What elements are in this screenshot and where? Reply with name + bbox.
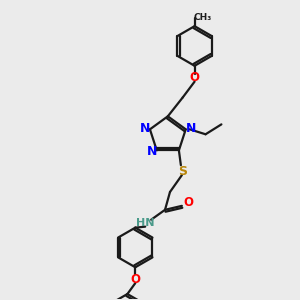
Text: O: O	[130, 273, 140, 286]
Text: O: O	[184, 196, 194, 209]
Text: HN: HN	[136, 218, 154, 228]
Text: S: S	[178, 165, 188, 178]
Text: N: N	[147, 145, 157, 158]
Text: O: O	[190, 71, 200, 84]
Text: CH₃: CH₃	[194, 13, 211, 22]
Text: N: N	[140, 122, 150, 135]
Text: N: N	[185, 122, 196, 135]
